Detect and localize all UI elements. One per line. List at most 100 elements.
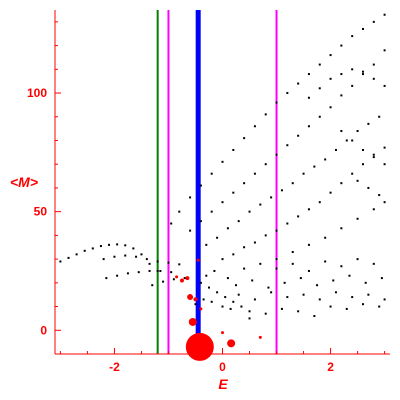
data-point-black xyxy=(237,293,240,296)
red-series-layer xyxy=(175,258,262,361)
data-point-black xyxy=(213,269,216,272)
data-point-black xyxy=(329,191,332,194)
data-point-black xyxy=(159,269,162,272)
y-tick-label: 100 xyxy=(27,86,47,100)
data-point-black xyxy=(302,293,305,296)
data-point-black xyxy=(264,312,267,315)
data-point-black xyxy=(324,236,327,239)
data-point-red xyxy=(179,278,184,283)
data-point-black xyxy=(178,263,181,266)
data-point-red xyxy=(185,332,214,361)
data-point-red xyxy=(188,317,197,326)
data-point-black xyxy=(307,73,310,76)
data-point-black xyxy=(297,134,300,137)
data-point-black xyxy=(345,139,348,142)
data-point-black xyxy=(140,253,143,256)
data-point-black xyxy=(264,163,267,166)
data-point-black xyxy=(275,229,278,232)
data-point-black xyxy=(148,262,151,265)
data-point-black xyxy=(361,163,364,166)
data-point-red xyxy=(199,307,203,311)
data-point-black xyxy=(194,303,197,306)
data-point-black xyxy=(340,129,343,132)
data-point-black xyxy=(243,182,246,185)
data-point-black xyxy=(367,186,370,189)
data-point-black xyxy=(116,274,119,277)
data-point-black xyxy=(135,255,138,258)
data-point-black xyxy=(270,196,273,199)
data-point-black xyxy=(383,163,386,166)
data-point-black xyxy=(251,279,254,282)
data-point-black xyxy=(351,35,354,38)
data-point-black xyxy=(224,296,227,299)
black-series-layer xyxy=(59,13,386,320)
data-point-black xyxy=(307,125,310,128)
x-axis-label: E xyxy=(218,376,228,392)
data-point-black xyxy=(313,315,316,318)
data-point-red xyxy=(175,275,179,279)
data-point-black xyxy=(126,272,129,275)
data-point-black xyxy=(356,217,359,220)
data-point-black xyxy=(232,300,235,303)
data-point-black xyxy=(318,87,321,90)
data-point-black xyxy=(383,13,386,16)
data-point-black xyxy=(340,94,343,97)
data-point-black xyxy=(275,267,278,270)
data-point-black xyxy=(162,280,165,283)
data-point-red xyxy=(227,339,236,348)
data-point-black xyxy=(348,274,351,277)
data-point-black xyxy=(329,106,332,109)
data-point-black xyxy=(178,210,181,213)
data-point-black xyxy=(124,244,127,247)
data-point-black xyxy=(297,215,300,218)
data-point-black xyxy=(297,82,300,85)
data-point-black xyxy=(361,148,364,151)
data-point-black xyxy=(145,258,148,261)
data-point-black xyxy=(105,277,108,280)
data-point-black xyxy=(205,243,208,246)
data-point-black xyxy=(291,182,294,185)
data-point-black xyxy=(248,210,251,213)
data-point-black xyxy=(221,305,224,308)
data-point-black xyxy=(334,291,337,294)
data-point-black xyxy=(318,115,321,118)
data-point-black xyxy=(156,269,159,272)
data-point-black xyxy=(259,203,262,206)
data-point-red xyxy=(221,331,224,335)
data-point-black xyxy=(316,284,319,287)
data-point-black xyxy=(367,122,370,125)
data-point-black xyxy=(210,210,213,213)
data-point-black xyxy=(372,262,375,265)
data-point-black xyxy=(108,243,111,246)
data-point-black xyxy=(91,247,94,250)
data-point-black xyxy=(356,129,359,132)
data-point-black xyxy=(172,278,175,281)
data-point-black xyxy=(340,73,343,76)
data-point-black xyxy=(367,293,370,296)
data-point-red xyxy=(185,276,190,281)
data-point-black xyxy=(232,191,235,194)
y-tick-label: 50 xyxy=(34,205,48,219)
data-point-black xyxy=(286,92,289,95)
data-point-black xyxy=(383,84,386,87)
data-point-black xyxy=(248,310,251,313)
data-point-black xyxy=(361,303,364,306)
data-point-black xyxy=(237,220,240,223)
data-point-black xyxy=(372,208,375,211)
data-point-black xyxy=(313,165,316,168)
data-point-black xyxy=(67,256,70,259)
data-point-black xyxy=(240,305,243,308)
data-point-black xyxy=(167,261,170,264)
data-point-black xyxy=(270,291,273,294)
data-point-black xyxy=(340,44,343,47)
data-point-black xyxy=(275,258,278,261)
data-point-black xyxy=(210,172,213,175)
data-point-black xyxy=(156,260,159,263)
data-point-black xyxy=(329,77,332,80)
data-point-black xyxy=(280,189,283,192)
data-point-black xyxy=(83,249,86,252)
data-point-black xyxy=(372,153,375,156)
data-point-black xyxy=(372,20,375,23)
data-point-black xyxy=(383,298,386,301)
data-point-black xyxy=(216,236,219,239)
